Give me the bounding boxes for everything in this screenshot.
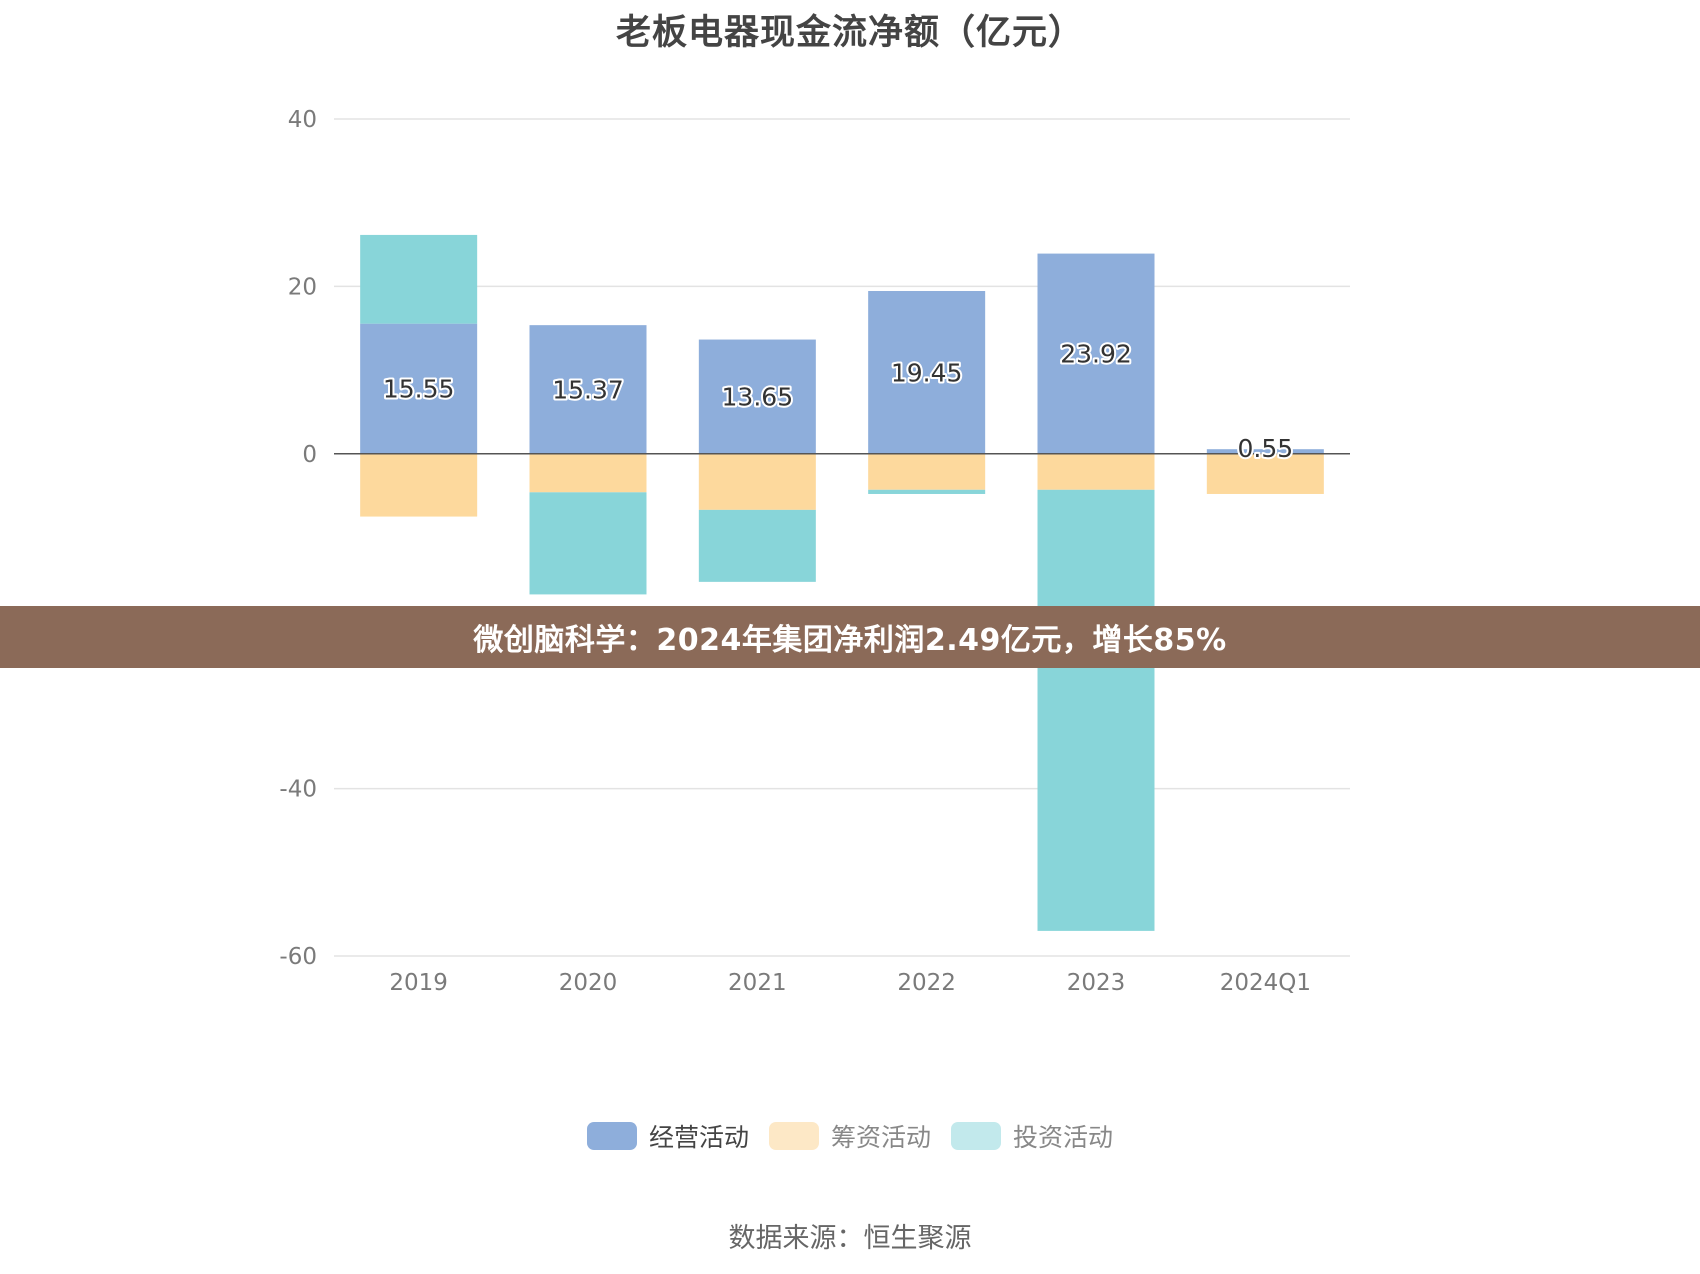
legend-item-operating[interactable]: 经营活动 bbox=[586, 1118, 749, 1154]
bar-2020-series-2[interactable] bbox=[529, 492, 647, 595]
bar-2023-series-1[interactable] bbox=[1037, 453, 1155, 490]
legend-swatch-operating bbox=[586, 1122, 637, 1150]
bar-2023-series-2[interactable] bbox=[1037, 489, 1155, 931]
bar-2022-series-2[interactable] bbox=[868, 489, 986, 494]
bar-2024Q1-series-0[interactable] bbox=[1206, 449, 1324, 454]
data-source: 数据来源：恒生聚源 bbox=[728, 1223, 972, 1254]
x-tick-label: 2024Q1 bbox=[1220, 970, 1311, 996]
legend-swatch-investing bbox=[951, 1122, 1001, 1150]
bar-2024Q1-series-1[interactable] bbox=[1206, 453, 1324, 494]
x-tick-label: 2022 bbox=[897, 970, 956, 996]
grid-lines bbox=[334, 118, 1350, 957]
legend-label-financing: 筹资活动 bbox=[830, 1123, 931, 1152]
banner-text: 微创脑科学：2024年集团净利润2.49亿元，增长85% bbox=[473, 623, 1227, 658]
y-tick-label: -60 bbox=[279, 944, 317, 970]
y-tick-label: 40 bbox=[288, 107, 317, 133]
x-tick-label: 2019 bbox=[389, 970, 448, 996]
data-label-2023: 23.92 bbox=[1060, 340, 1132, 369]
bar-2022-series-0[interactable] bbox=[868, 291, 986, 454]
x-tick-label: 2023 bbox=[1067, 970, 1126, 996]
data-label-2020: 15.37 bbox=[552, 375, 624, 404]
bar-2022-series-1[interactable] bbox=[868, 453, 986, 490]
bar-2019-series-2[interactable] bbox=[360, 234, 478, 324]
x-tick-label: 2021 bbox=[728, 970, 787, 996]
bar-2020-series-1[interactable] bbox=[529, 453, 647, 493]
data-label-2019: 15.55 bbox=[383, 375, 455, 404]
chart-title: 老板电器现金流净额（亿元） bbox=[615, 13, 1084, 53]
bar-2021-series-1[interactable] bbox=[698, 453, 816, 510]
legend-label-operating: 经营活动 bbox=[648, 1123, 749, 1152]
y-tick-label: 20 bbox=[288, 274, 317, 300]
data-label-2024Q1: 0.55 bbox=[1237, 434, 1293, 463]
legend: 经营活动 筹资活动 投资活动 bbox=[0, 1118, 1700, 1154]
bar-2020-series-0[interactable] bbox=[529, 325, 647, 454]
y-tick-label: 0 bbox=[302, 442, 317, 468]
data-label-2022: 19.45 bbox=[891, 358, 963, 387]
bar-2023-series-0[interactable] bbox=[1037, 253, 1155, 454]
news-banner: 微创脑科学：2024年集团净利润2.49亿元，增长85% bbox=[0, 606, 1700, 668]
bars bbox=[360, 234, 1324, 931]
legend-item-financing[interactable]: 筹资活动 bbox=[768, 1118, 931, 1154]
bar-2019-series-1[interactable] bbox=[360, 453, 478, 517]
data-label-2021: 13.65 bbox=[722, 383, 794, 412]
legend-label-investing: 投资活动 bbox=[1013, 1123, 1114, 1152]
legend-item-investing[interactable]: 投资活动 bbox=[951, 1118, 1113, 1154]
x-tick-label: 2020 bbox=[559, 970, 618, 996]
bar-2021-series-0[interactable] bbox=[698, 339, 816, 454]
labels: 40200-20-40-60201915.55202015.37202113.6… bbox=[279, 107, 1311, 996]
bar-2019-series-0[interactable] bbox=[360, 323, 478, 454]
bar-2021-series-2[interactable] bbox=[698, 509, 816, 582]
y-tick-label: -40 bbox=[279, 777, 317, 803]
legend-swatch-financing bbox=[768, 1122, 819, 1150]
